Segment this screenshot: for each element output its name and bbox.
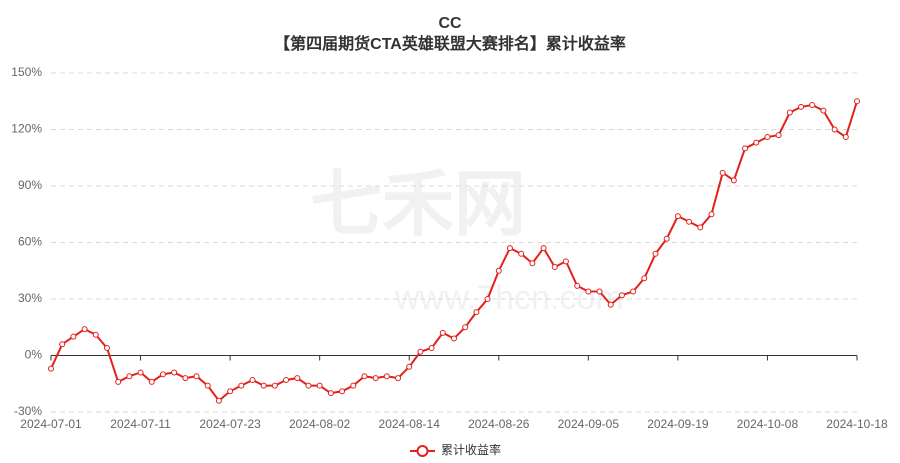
point <box>798 103 805 110</box>
point <box>506 245 513 252</box>
point <box>439 329 446 336</box>
point <box>339 388 346 395</box>
x-tick-label: 2024-10-18 <box>826 417 888 431</box>
legend-marker <box>416 445 429 457</box>
point <box>417 348 424 355</box>
point <box>305 382 312 389</box>
point <box>159 371 166 378</box>
point <box>719 169 726 176</box>
point <box>70 333 77 340</box>
chart-title: CC <box>438 15 462 32</box>
point <box>775 132 782 139</box>
point <box>831 126 838 133</box>
point <box>562 258 569 265</box>
point <box>730 177 737 184</box>
point <box>103 344 110 351</box>
point <box>641 275 648 282</box>
point <box>260 382 267 389</box>
point <box>316 382 323 389</box>
point <box>708 211 715 218</box>
point <box>171 369 178 376</box>
x-tick-label: 2024-07-23 <box>199 417 261 431</box>
point <box>618 292 625 299</box>
point <box>663 235 670 242</box>
point <box>540 245 547 252</box>
point <box>495 267 502 274</box>
point <box>271 382 278 389</box>
x-tick-label: 2024-09-05 <box>558 417 620 431</box>
point <box>193 373 200 380</box>
point <box>294 375 301 382</box>
point <box>238 382 245 389</box>
point <box>249 376 256 383</box>
point <box>148 378 155 385</box>
x-tick-label: 2024-08-26 <box>468 417 530 431</box>
point <box>59 341 66 348</box>
y-tick-label: 120% <box>11 122 42 136</box>
point <box>842 134 849 141</box>
x-tick-label: 2024-09-19 <box>647 417 709 431</box>
point <box>574 282 581 289</box>
point <box>585 288 592 295</box>
point <box>764 134 771 141</box>
point <box>674 213 681 220</box>
point <box>406 363 413 370</box>
point <box>652 250 659 257</box>
point <box>182 375 189 382</box>
point <box>854 98 860 105</box>
point <box>283 376 290 383</box>
point <box>395 375 402 382</box>
point <box>137 369 144 376</box>
point <box>115 378 122 385</box>
y-tick-label: -30% <box>14 404 42 418</box>
y-tick-label: 90% <box>18 178 42 192</box>
point <box>484 296 491 302</box>
point <box>596 288 603 295</box>
x-tick-label: 2024-07-01 <box>20 417 82 431</box>
point <box>383 373 390 380</box>
point <box>753 139 760 146</box>
x-tick-label: 2024-07-11 <box>110 417 171 431</box>
x-tick-label: 2024-08-14 <box>379 417 441 431</box>
point <box>742 145 749 152</box>
point <box>820 107 827 114</box>
legend-label: 累计收益率 <box>441 442 501 457</box>
point <box>473 309 480 316</box>
point <box>786 109 793 116</box>
y-tick-label: 150% <box>11 65 42 79</box>
chart-subtitle: 【第四届期货CTA英雄联盟大赛排名】累计收益率 <box>274 34 626 53</box>
x-tick-label: 2024-08-02 <box>289 417 351 431</box>
point <box>697 224 704 231</box>
point <box>462 324 469 331</box>
point <box>215 397 222 404</box>
point <box>227 388 234 395</box>
point <box>361 373 368 380</box>
point <box>529 260 536 267</box>
watermark: 七禾网 <box>310 165 526 245</box>
point <box>518 250 525 257</box>
point <box>48 365 54 372</box>
point <box>809 102 816 109</box>
point <box>551 263 558 270</box>
point <box>372 375 379 382</box>
point <box>451 335 457 342</box>
y-tick-label: 30% <box>18 291 42 305</box>
point <box>607 301 614 308</box>
point <box>630 288 637 295</box>
y-tick-label: 0% <box>25 348 43 362</box>
watermark-url: www.7hcn.com <box>394 279 624 317</box>
point <box>350 382 357 389</box>
point <box>126 373 133 380</box>
point <box>686 218 693 225</box>
y-tick-label: 60% <box>18 235 42 249</box>
point <box>92 331 99 338</box>
point <box>204 382 211 389</box>
point <box>327 390 334 397</box>
point <box>81 326 88 333</box>
x-tick-label: 2024-10-08 <box>737 417 799 431</box>
point <box>428 344 435 351</box>
